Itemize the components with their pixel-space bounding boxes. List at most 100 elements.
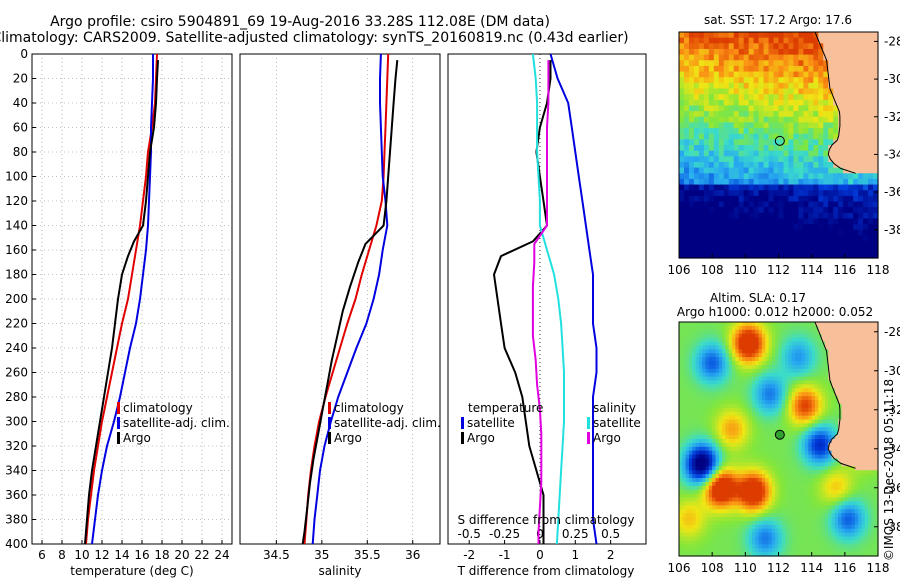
map-cell [801,540,806,545]
map-cell [728,329,733,335]
map-cell [745,400,750,405]
map-cell [705,345,710,350]
map-cell [854,364,859,370]
map-cell [848,246,854,253]
map-cell [742,517,746,522]
map-cell [818,368,823,374]
map-cell [854,361,859,366]
map-cell [823,111,829,118]
map-cell [788,439,793,444]
map-cell [733,54,740,61]
map-cell [778,88,785,95]
map-cell [828,345,833,350]
map-cell [708,368,713,374]
map-cell [781,329,786,335]
map-cell [785,552,790,557]
map-cell [748,65,755,73]
map-cell [781,325,786,331]
map-cell [728,357,733,362]
map-cell [745,403,750,409]
map-cell [771,423,776,428]
map-cell [808,528,813,534]
x-tick-label: 12 [94,548,109,562]
map-cell [738,454,743,460]
map-cell [783,111,790,118]
map-cell [753,99,760,107]
map-cell [805,427,809,432]
map-cell [698,43,705,50]
map-cell [773,60,780,67]
map-cell [682,353,687,358]
map-cell [705,528,710,534]
map-cell [758,150,765,157]
map-cell [788,470,793,475]
map-cell [788,65,795,73]
map-cell [745,431,750,436]
map-cell [785,415,790,421]
map-cell [758,88,765,95]
map-cell [814,396,819,401]
map-cell [844,552,849,557]
map-cell [793,88,799,95]
map-cell [712,415,717,421]
map-cell [858,218,864,225]
map-cell [823,77,829,84]
map-cell [801,513,806,518]
map-cell [732,407,736,413]
map-cell [685,532,690,538]
map-cell [728,548,733,553]
map-cell [828,454,833,460]
map-cell [682,341,687,346]
map-cell [821,497,826,502]
map-cell [758,517,763,522]
map-cell [823,145,829,152]
map-cell [868,167,874,174]
map-cell [791,509,796,514]
map-cell [818,493,823,499]
map-cell [698,178,705,186]
map-cell [748,540,753,545]
map-cell [781,509,786,514]
map-cell [679,493,683,499]
map-cell [705,364,710,370]
map-cell [715,419,720,424]
map-cell [695,400,700,405]
map-cell [873,241,879,248]
map-cell [685,396,690,401]
map-cell [703,133,710,140]
map-cell [841,353,846,358]
map-cell [773,252,780,259]
map-cell [775,481,780,487]
map-cell [725,384,730,389]
map-cell [728,489,733,495]
map-cell [841,442,846,448]
map-cell [828,246,834,253]
map-cell [679,99,685,107]
map-cell [838,329,843,335]
legend-swatch [117,432,120,444]
map-cell [848,190,854,197]
map-cell [688,493,693,499]
map-cell [801,329,806,335]
map-cell [688,94,695,101]
map-cell [824,552,829,557]
map-cell [679,111,685,118]
map-cell [848,474,853,479]
map-cell [768,133,775,140]
map-cell [725,400,730,405]
map-cell [751,388,756,393]
map-cell [808,65,814,73]
map-cell [745,450,750,456]
map-cell [698,235,705,242]
map-cell [773,139,780,146]
map-cell [821,532,826,538]
map-cell [715,333,720,339]
map-cell [821,403,826,409]
map-cell [768,415,773,421]
map-cell [682,364,687,370]
map-cell [692,415,697,421]
map-cell [843,218,849,225]
map-cell [873,54,879,61]
map-cell [692,489,697,495]
map-cell [844,396,849,401]
